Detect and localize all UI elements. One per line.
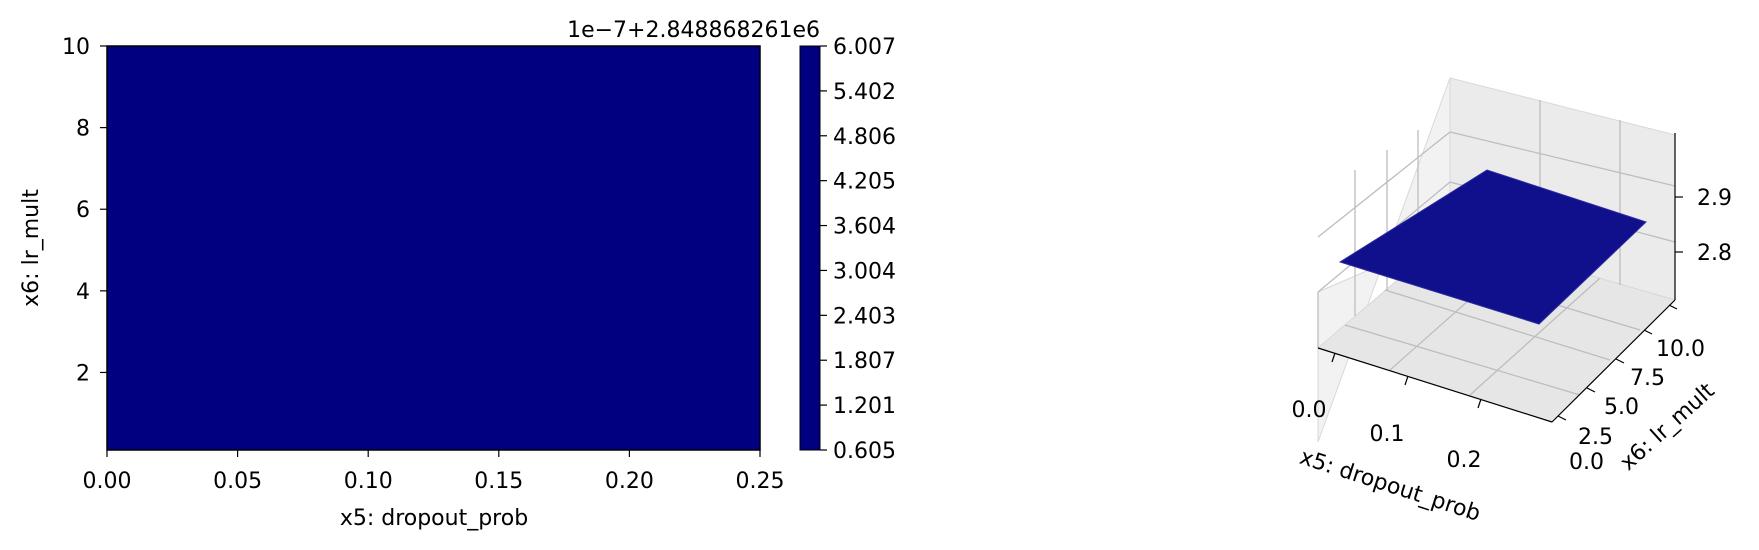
colorbar-offset-label: 1e−7+2.848868261e6 [567,18,820,43]
heatmap-x-axis-label: x5: dropout_prob [340,506,528,531]
y-tick-label-3d: 0.0 [1569,450,1604,475]
colorbar-ticks: 0.605 1.201 1.807 2.403 3.004 3.604 4.205 4.806… [820,35,896,464]
heatmap-frame [106,45,761,451]
grid-line [1317,131,1451,238]
colorbar [799,45,821,451]
surface-y-axis-label: x6: lr_mult [1616,378,1720,476]
x-tick-label-3d: 0.2 [1447,448,1482,473]
colorbar-tick-label: 0.605 [833,439,896,464]
tick-marks-3d [1331,196,1683,421]
x-tick-label-3d: 0.1 [1370,422,1405,447]
colorbar-tick-label: 2.403 [833,304,896,329]
surface-plane [1338,169,1647,325]
x-tick-label: 0.05 [213,469,262,494]
heatmap-x-ticks: 0.00 0.05 0.10 0.15 0.20 0.25 [83,450,785,494]
grid-line [1384,289,1611,361]
x-tick-mark [1331,352,1336,363]
y-tick-mark [1586,387,1596,393]
colorbar-tick-label: 3.604 [833,215,896,240]
heatmap-y-axis-label: x6: lr_mult [19,189,44,307]
y-tick-label: 2 [76,361,90,386]
x-tick-mark [1477,398,1482,409]
x-tick-label: 0.00 [83,469,132,494]
colorbar-tick-label: 4.205 [833,170,896,195]
surface-3d-chart: 0.0 0.1 0.2 0.0 2.5 5.0 7.5 10.0 2.9 2.8… [1292,77,1732,527]
z-tick-label-3d: 2.9 [1697,186,1732,211]
y-tick-label: 8 [76,117,90,142]
x-tick-label: 0.20 [605,469,654,494]
z-tick-label-3d: 2.8 [1697,241,1732,266]
colorbar-tick-label: 6.007 [833,35,896,60]
grid-line [1449,131,1676,187]
y-axis-line-3d [1551,299,1676,423]
heatmap-area [107,46,760,450]
x-tick-label: 0.25 [736,469,785,494]
heatmap-chart: 0.00 0.05 0.10 0.15 0.20 0.25 2 4 6 8 10 x5: drop… [19,18,896,531]
y-tick-mark [1643,329,1653,335]
colorbar-tick-label: 4.806 [833,125,896,150]
y-tick-label-3d: 7.5 [1630,366,1665,391]
x-tick-label-3d: 0.0 [1292,398,1327,423]
colorbar-tick-label: 1.201 [833,394,896,419]
y-tick-label-3d: 5.0 [1604,395,1639,420]
y-tick-label: 10 [62,35,90,60]
y-tick-label: 4 [76,280,90,305]
grid-line [1344,324,1581,396]
heatmap-y-ticks: 2 4 6 8 10 [62,35,107,386]
y-tick-mark [1557,415,1567,421]
y-tick-mark [1668,304,1678,310]
y-tick-mark [1615,358,1625,364]
y-tick-label-3d: 2.5 [1578,425,1613,450]
colorbar-tick-label: 3.004 [833,259,896,284]
colorbar-tick-label: 1.807 [833,349,896,374]
x-axis-line-3d [1317,347,1553,423]
y-tick-label-3d: 10.0 [1656,337,1705,362]
x-tick-label: 0.10 [344,469,393,494]
colorbar-tick-label: 5.402 [833,80,896,105]
x-tick-mark [1404,375,1409,386]
y-tick-label: 6 [76,198,90,223]
x-tick-label: 0.15 [474,469,523,494]
